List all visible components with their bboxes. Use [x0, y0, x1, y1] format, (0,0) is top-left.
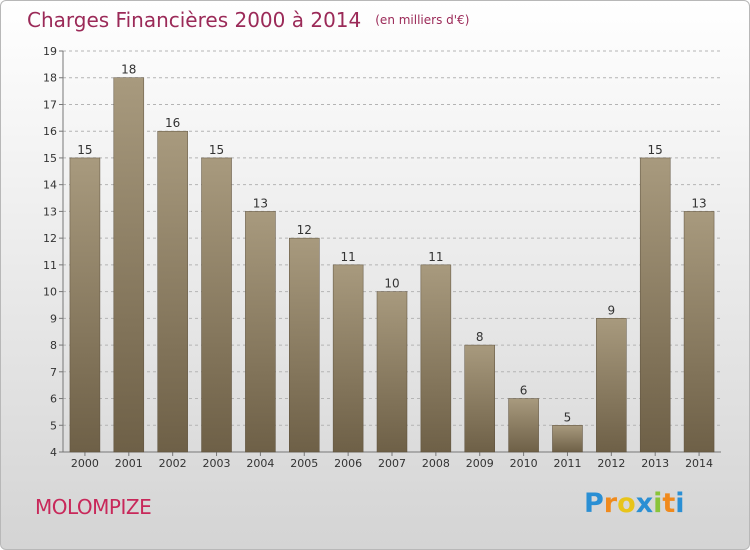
x-tick-label-2010: 2010 — [510, 457, 538, 470]
y-tick-label: 13 — [43, 205, 57, 218]
x-tick-label-2003: 2003 — [203, 457, 231, 470]
y-tick-label: 4 — [50, 446, 57, 459]
data-label-2002: 16 — [165, 116, 180, 130]
logo-letter: i — [675, 488, 685, 519]
logo-letter: t — [662, 488, 676, 519]
y-tick-label: 6 — [50, 393, 57, 406]
x-tick-label-2012: 2012 — [597, 457, 625, 470]
bar-2013 — [639, 157, 671, 453]
y-tick-label: 7 — [50, 366, 57, 379]
bars — [69, 77, 715, 453]
x-tick-label-2008: 2008 — [422, 457, 450, 470]
data-label-2001: 18 — [121, 63, 136, 77]
x-tick-label-2011: 2011 — [553, 457, 581, 470]
bar-2004 — [245, 211, 276, 453]
chart-unit-label: (en milliers d'€) — [375, 13, 470, 27]
x-tick-label-2006: 2006 — [334, 457, 362, 470]
logo-letter: o — [617, 488, 636, 519]
y-tick-label: 9 — [50, 312, 57, 325]
y-tick-label: 15 — [43, 152, 57, 165]
proxiti-logo[interactable]: Proxiti — [584, 488, 685, 519]
data-labels: 15 18 16 15 13 12 11 10 11 8 6 5 9 15 13 — [77, 63, 706, 425]
bar-2003 — [201, 157, 232, 453]
logo-letter: r — [603, 488, 618, 519]
x-tick-label-2000: 2000 — [71, 457, 99, 470]
x-tick-label-2002: 2002 — [159, 457, 187, 470]
y-tick-label: 17 — [43, 98, 57, 111]
data-label-2010: 6 — [520, 384, 528, 398]
y-tick-label: 16 — [43, 125, 57, 138]
bar-2011 — [552, 425, 583, 453]
bar-2001 — [113, 77, 145, 453]
data-label-2008: 11 — [428, 250, 443, 264]
bar-2014 — [683, 211, 715, 453]
data-label-2011: 5 — [564, 410, 572, 424]
logo-letter: P — [584, 488, 604, 519]
x-tick-label-2009: 2009 — [466, 457, 494, 470]
bar-2005 — [289, 237, 320, 453]
data-label-2005: 12 — [297, 223, 312, 237]
commune-name: MOLOMPIZE — [35, 495, 152, 519]
y-tick-label: 11 — [43, 259, 57, 272]
x-tick-label-2007: 2007 — [378, 457, 406, 470]
bar-2006 — [332, 264, 364, 453]
x-tick-label-2005: 2005 — [290, 457, 318, 470]
chart-title: Charges Financières 2000 à 2014 (en milli… — [27, 8, 469, 32]
bar-2009 — [464, 344, 495, 453]
y-tick-label: 19 — [43, 45, 57, 58]
bar-2010 — [508, 398, 539, 453]
y-tick-label: 14 — [43, 179, 57, 192]
data-label-2013: 15 — [648, 143, 663, 157]
x-tick-label-2013: 2013 — [641, 457, 669, 470]
data-label-2006: 11 — [340, 250, 355, 264]
data-label-2009: 8 — [476, 330, 484, 344]
y-tick-label: 18 — [43, 72, 57, 85]
logo-letter: x — [635, 488, 654, 519]
data-label-2000: 15 — [77, 143, 92, 157]
bar-2000 — [69, 157, 101, 453]
logo-letter: i — [653, 488, 663, 519]
data-label-2003: 15 — [209, 143, 224, 157]
y-tick-label: 10 — [43, 286, 57, 299]
y-tick-label: 12 — [43, 232, 57, 245]
data-label-2004: 13 — [253, 196, 268, 210]
data-label-2007: 10 — [384, 277, 399, 291]
y-tick-label: 8 — [50, 339, 57, 352]
chart-title-text: Charges Financières 2000 à 2014 — [27, 8, 362, 32]
bar-2012 — [596, 318, 627, 453]
data-label-2014: 13 — [691, 196, 706, 210]
bar-2008 — [420, 264, 452, 453]
data-label-2012: 9 — [608, 303, 616, 317]
bar-2002 — [157, 130, 188, 453]
x-tick-label-2014: 2014 — [685, 457, 713, 470]
y-tick-label: 5 — [50, 419, 57, 432]
bar-2007 — [376, 291, 408, 453]
x-tick-label-2001: 2001 — [115, 457, 143, 470]
x-tick-label-2004: 2004 — [246, 457, 274, 470]
